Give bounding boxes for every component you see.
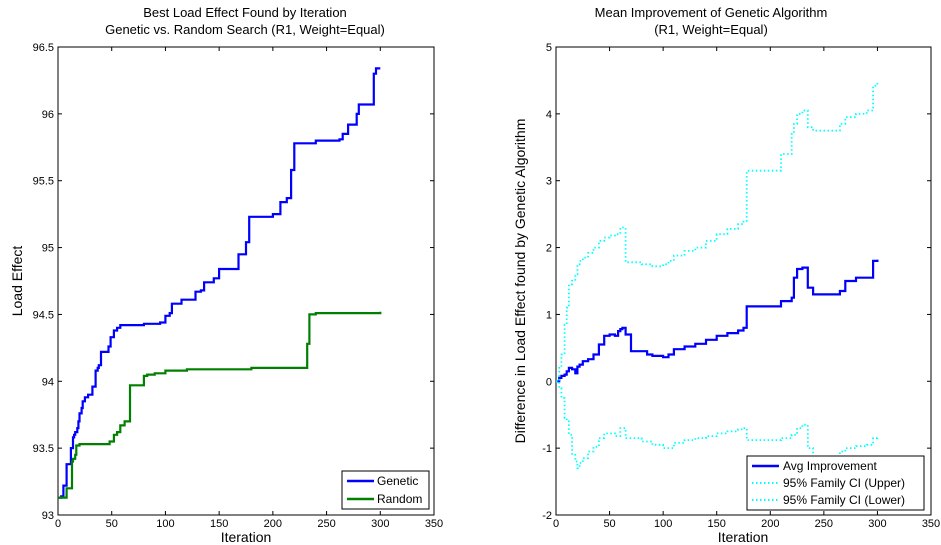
y-tick-label: 2: [546, 243, 552, 255]
chart-title: Mean Improvement of Genetic Algorithm: [595, 5, 828, 20]
x-axis-label: Iteration: [221, 529, 272, 545]
legend-label-avg-improvement: Avg Improvement: [783, 459, 877, 473]
x-tick-label: 200: [761, 518, 779, 530]
x-tick-label: 100: [654, 518, 672, 530]
series-line-95-family-ci-upper: [556, 81, 879, 383]
series-group: [556, 81, 879, 470]
series-line-random: [58, 311, 382, 499]
legend-label-ci-upper: 95% Family CI (Upper): [783, 476, 905, 490]
x-tick-label: 150: [210, 518, 228, 530]
plot-area: [57, 46, 435, 516]
y-tick-label: 0: [546, 376, 552, 388]
x-tick-label: 100: [156, 518, 174, 530]
x-axis-label: Iteration: [718, 529, 769, 545]
y-tick-label: -1: [542, 443, 552, 455]
legend-label-ci-lower: 95% Family CI (Lower): [783, 493, 905, 507]
x-tick-label: 300: [868, 518, 886, 530]
y-tick-label: 5: [546, 42, 552, 54]
x-tick-label: 250: [317, 518, 335, 530]
legend-label-random: Random: [377, 492, 422, 506]
chart-subtitle: (R1, Weight=Equal): [654, 22, 768, 37]
y-tick-label: -2: [542, 510, 552, 522]
plot-area: [555, 46, 932, 516]
chart-title: Best Load Effect Found by Iteration: [143, 5, 347, 20]
series-line-genetic: [58, 67, 381, 499]
y-axis: 93 93.5 94 94.5 95 95.5 96 96.5: [33, 42, 434, 522]
series-line-avg-improvement: [556, 259, 879, 383]
y-tick-label: 93.5: [33, 443, 54, 455]
x-tick-label: 350: [922, 518, 940, 530]
y-tick-label: 3: [546, 176, 552, 188]
legend-label-genetic: Genetic: [377, 474, 418, 488]
legend-box: [341, 470, 430, 510]
x-tick-label: 0: [55, 518, 61, 530]
x-tick-label: 250: [815, 518, 833, 530]
y-axis: -2 -1 0 1 2 3 4 5: [542, 42, 931, 522]
y-axis-label: Difference in Load Effect found by Genet…: [512, 119, 528, 444]
legend: Genetic Random: [341, 470, 430, 510]
x-tick-label: 50: [106, 518, 118, 530]
y-tick-label: 93: [42, 510, 54, 522]
y-tick-label: 1: [546, 309, 552, 321]
y-tick-label: 96: [42, 109, 54, 121]
x-axis: 0 50 100 150 200 250 300 350: [55, 47, 443, 530]
left-chart: Best Load Effect Found by Iteration Gene…: [9, 5, 443, 545]
y-tick-label: 4: [546, 109, 552, 121]
x-axis: 0 50 100 150 200 250 300 350: [553, 47, 940, 530]
x-tick-label: 50: [603, 518, 615, 530]
x-tick-label: 0: [553, 518, 559, 530]
y-tick-label: 95.5: [33, 176, 54, 188]
x-tick-label: 300: [371, 518, 389, 530]
y-tick-label: 96.5: [33, 42, 54, 54]
x-tick-label: 350: [425, 518, 443, 530]
y-tick-label: 94.5: [33, 309, 54, 321]
y-axis-label: Load Effect: [9, 246, 25, 317]
y-tick-label: 95: [42, 243, 54, 255]
series-line-95-family-ci-lower: [556, 380, 879, 470]
right-chart: Mean Improvement of Genetic Algorithm (R…: [512, 5, 940, 545]
series-group: [58, 67, 382, 499]
x-tick-label: 150: [708, 518, 726, 530]
chart-subtitle: Genetic vs. Random Search (R1, Weight=Eq…: [105, 22, 385, 37]
y-tick-label: 94: [42, 376, 54, 388]
x-tick-label: 200: [264, 518, 282, 530]
legend: Avg Improvement 95% Family CI (Upper) 95…: [746, 455, 925, 511]
